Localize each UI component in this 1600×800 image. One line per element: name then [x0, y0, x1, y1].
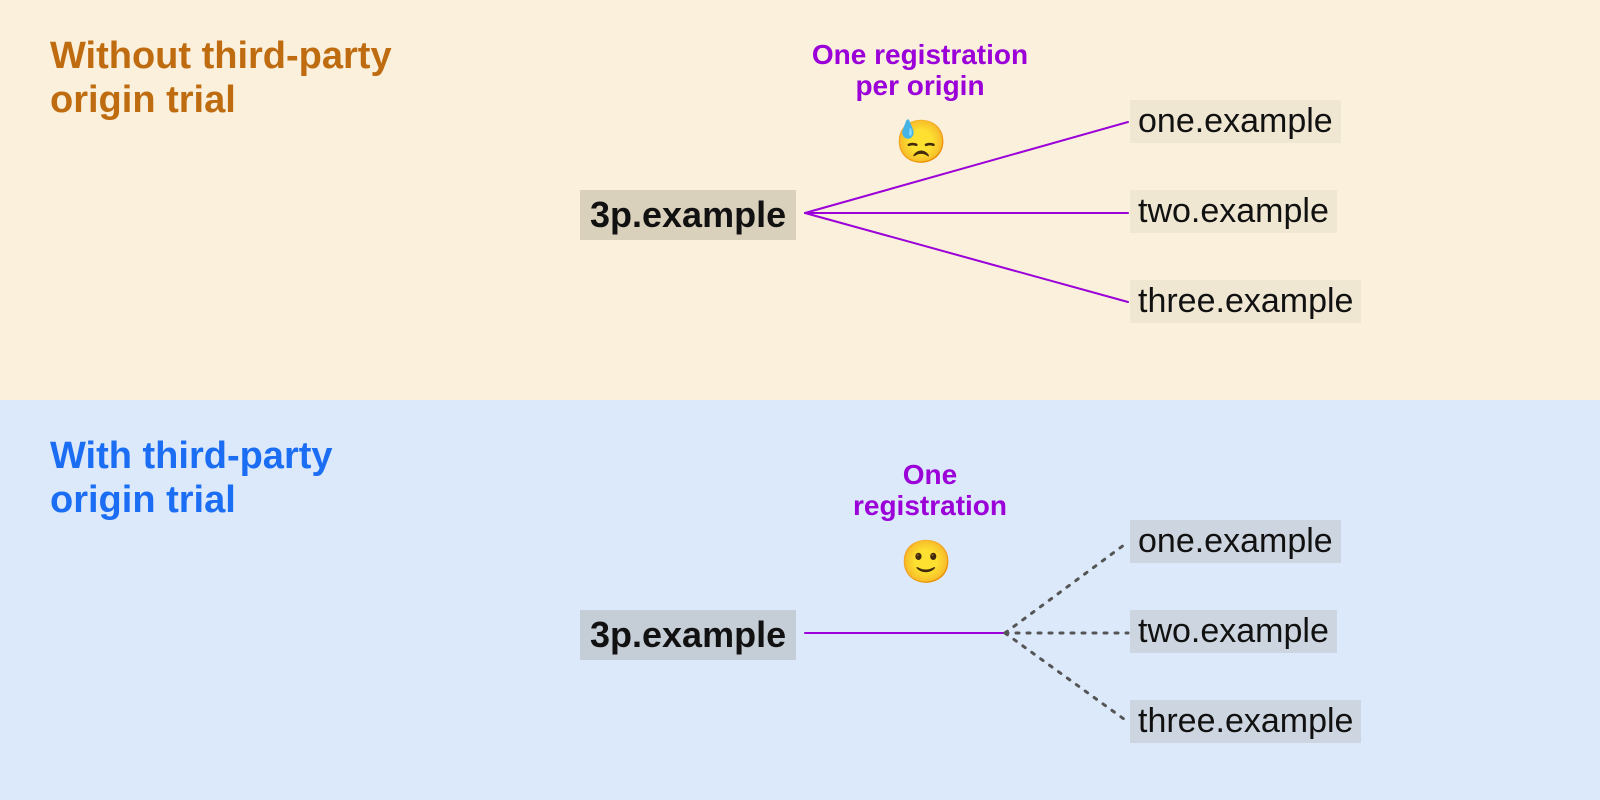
sad-sweat-emoji-icon: 😓 — [895, 118, 947, 167]
panel-without-3p-trial: Without third-party origin trial One reg… — [0, 0, 1600, 400]
dest-node-three-example: three.example — [1130, 700, 1361, 743]
source-node-3p-example: 3p.example — [580, 190, 796, 240]
caption-one-registration-per-origin: One registration per origin — [790, 40, 1050, 102]
dest-node-three-example: three.example — [1130, 280, 1361, 323]
panel-title-without: Without third-party origin trial — [50, 35, 392, 122]
dest-node-one-example: one.example — [1130, 100, 1341, 143]
source-node-3p-example: 3p.example — [580, 610, 796, 660]
dest-node-one-example: one.example — [1130, 520, 1341, 563]
caption-one-registration: One registration — [830, 460, 1030, 522]
dest-node-two-example: two.example — [1130, 190, 1337, 233]
smile-emoji-icon: 🙂 — [900, 538, 952, 587]
panel-title-with: With third-party origin trial — [50, 435, 333, 522]
panel-with-3p-trial: With third-party origin trial One regist… — [0, 400, 1600, 800]
dest-node-two-example: two.example — [1130, 610, 1337, 653]
